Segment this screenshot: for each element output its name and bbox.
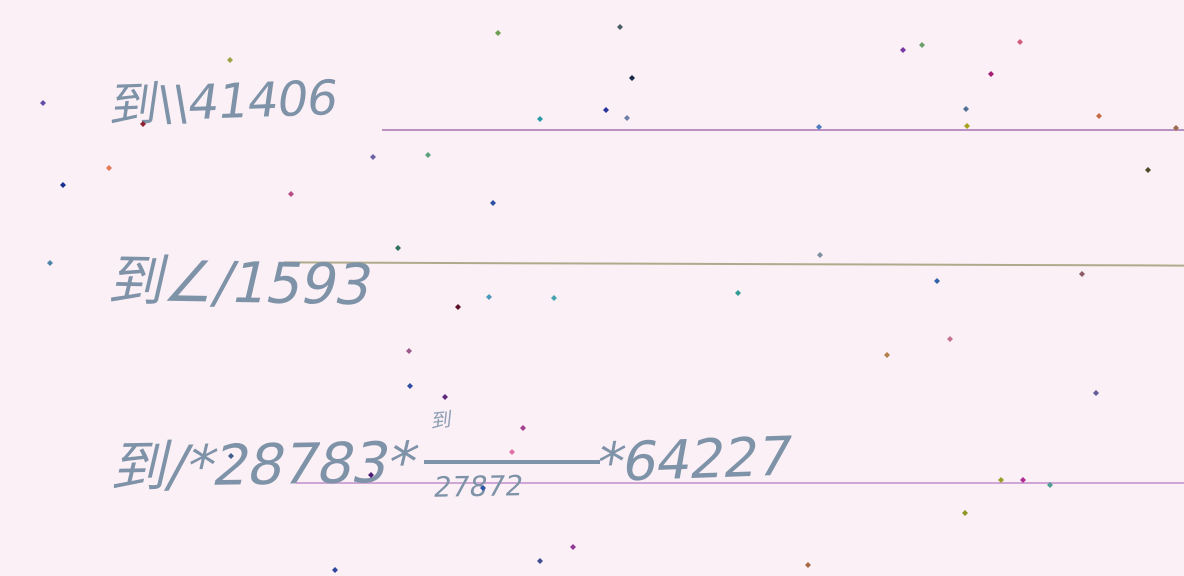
noise-dot xyxy=(455,304,461,310)
noise-dot xyxy=(1047,482,1053,488)
noise-dot xyxy=(816,124,822,130)
noise-dot xyxy=(919,42,925,48)
noise-dot xyxy=(551,295,557,301)
noise-dot xyxy=(228,453,234,459)
noise-dot xyxy=(60,182,66,188)
noise-dot xyxy=(442,394,448,400)
noise-dot xyxy=(1173,125,1179,131)
noise-dot xyxy=(962,510,968,516)
noise-dot xyxy=(1017,39,1023,45)
noise-dot xyxy=(617,24,623,30)
fraction-bar xyxy=(424,460,600,464)
noise-dot xyxy=(934,278,940,284)
noise-dot xyxy=(140,121,146,127)
writing-line-3 xyxy=(296,482,1184,484)
fraction-group: 到 27872 xyxy=(424,404,600,504)
noise-dot xyxy=(40,100,46,106)
noise-dot xyxy=(537,558,543,564)
noise-dot xyxy=(406,348,412,354)
noise-dot xyxy=(490,200,496,206)
noise-dot xyxy=(1096,113,1102,119)
noise-dot xyxy=(106,165,112,171)
noise-dot xyxy=(227,57,233,63)
noise-dot xyxy=(332,567,338,573)
noise-dot xyxy=(629,75,635,81)
noise-dot xyxy=(368,472,374,478)
noise-dot xyxy=(47,260,53,266)
noise-dot xyxy=(805,562,811,568)
noise-dot xyxy=(624,115,630,121)
noise-dot xyxy=(603,107,609,113)
noise-dot xyxy=(537,116,543,122)
noise-dot xyxy=(964,123,970,129)
noise-dot xyxy=(735,290,741,296)
noise-dot xyxy=(817,252,823,258)
noise-dot xyxy=(900,47,906,53)
noise-dot xyxy=(370,154,376,160)
noise-dot xyxy=(480,485,486,491)
noise-dot xyxy=(495,30,501,36)
noise-dot xyxy=(884,352,890,358)
noise-dot xyxy=(509,449,515,455)
writing-line-1 xyxy=(382,129,1184,131)
noise-dot xyxy=(963,106,969,112)
noise-dot xyxy=(947,336,953,342)
noise-dot xyxy=(520,425,526,431)
noise-dot xyxy=(1093,390,1099,396)
noise-dot xyxy=(988,71,994,77)
noise-dot xyxy=(570,544,576,550)
noise-dot xyxy=(425,152,431,158)
noise-dot xyxy=(486,294,492,300)
noise-dot xyxy=(395,245,401,251)
noise-dot xyxy=(288,191,294,197)
noise-dot xyxy=(407,383,413,389)
noise-dot xyxy=(1145,167,1151,173)
noise-dot xyxy=(1020,477,1026,483)
noise-dot xyxy=(998,477,1004,483)
noise-dot xyxy=(1079,271,1085,277)
